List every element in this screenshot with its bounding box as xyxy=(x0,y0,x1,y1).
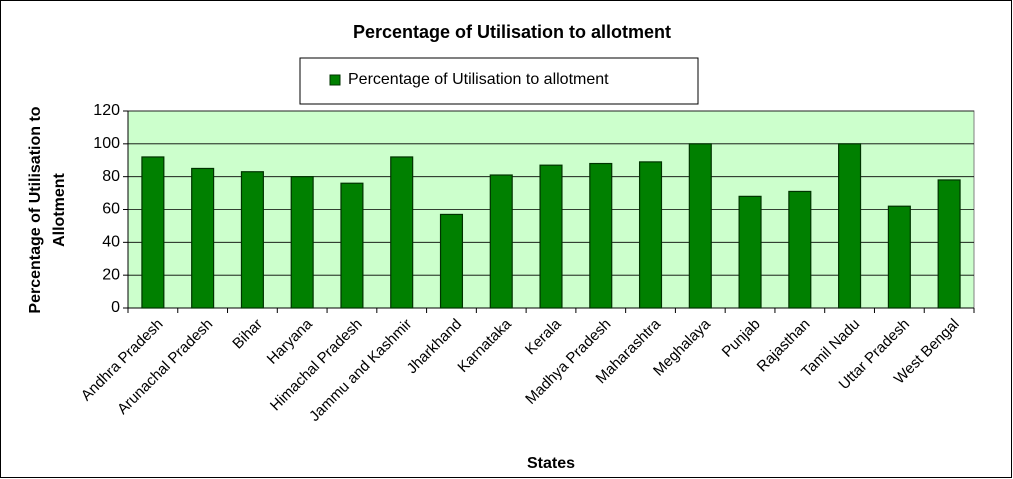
y-tick-label: 60 xyxy=(102,201,120,218)
y-axis-title-line: Allotment xyxy=(51,172,68,246)
bar xyxy=(688,143,712,309)
y-tick-label: 0 xyxy=(111,299,120,316)
bar xyxy=(788,190,812,309)
y-axis-title: Percentage of Utilisation to Allotment xyxy=(27,106,68,313)
legend-box xyxy=(299,57,699,105)
bar xyxy=(937,179,961,309)
bar xyxy=(838,143,862,309)
bar xyxy=(489,174,513,309)
bar xyxy=(290,176,314,309)
bar xyxy=(589,162,613,309)
bar xyxy=(141,156,165,309)
bar xyxy=(638,161,663,309)
y-tick-label: 80 xyxy=(102,168,120,185)
y-tick-label: 20 xyxy=(102,266,120,283)
bar xyxy=(390,156,414,309)
legend-label: Percentage of Utilisation to allotment xyxy=(348,71,609,88)
bar xyxy=(738,195,762,309)
legend-swatch xyxy=(329,74,341,86)
y-tick-label: 40 xyxy=(102,234,120,251)
bar xyxy=(340,182,364,309)
y-axis-title-line: Percentage of Utilisation to xyxy=(27,106,44,313)
y-tick-label: 100 xyxy=(93,135,120,152)
bar xyxy=(887,205,911,309)
bar xyxy=(191,167,215,309)
bar xyxy=(539,164,563,309)
x-axis-title: States xyxy=(527,455,575,472)
y-tick-label: 120 xyxy=(93,102,120,119)
chart-title: Percentage of Utilisation to allotment xyxy=(353,22,671,42)
bar xyxy=(240,171,264,309)
bar xyxy=(439,213,464,309)
